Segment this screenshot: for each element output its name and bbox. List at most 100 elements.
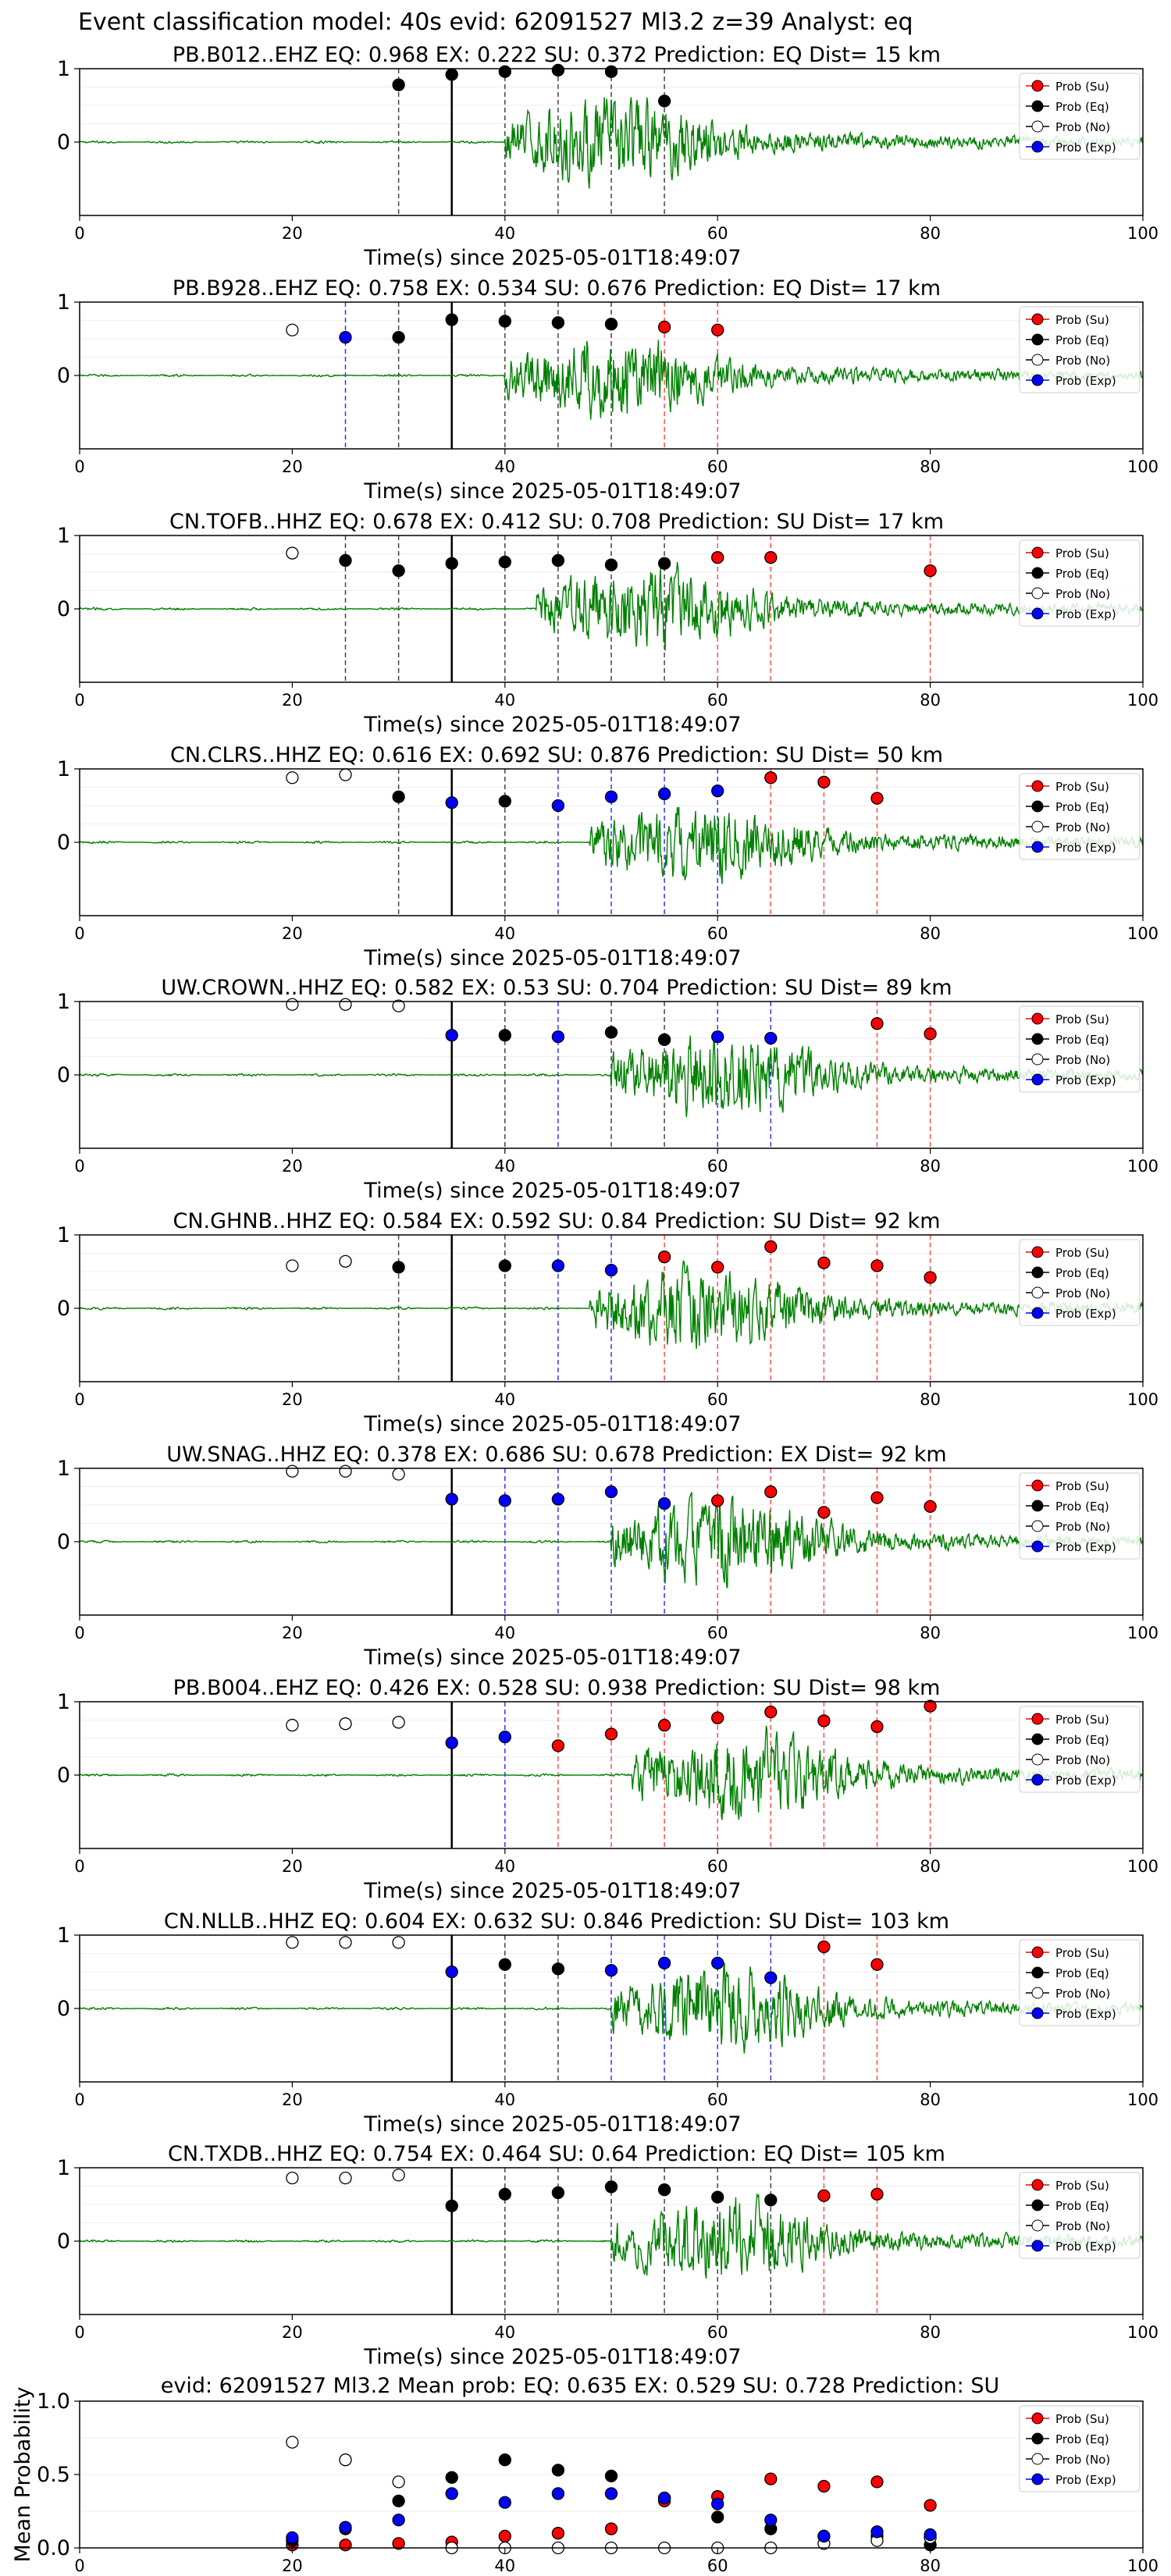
panel-title: CN.TXDB..HHZ EQ: 0.754 EX: 0.464 SU: 0.6… (168, 2142, 945, 2166)
y-tick-label: 1 (57, 1457, 70, 1481)
legend-marker-exp (1031, 607, 1044, 620)
legend-item-exp: Prob (Exp) (1026, 141, 1116, 155)
legend: Prob (Su) Prob (Eq) Prob (No) Prob (Exp) (1019, 306, 1141, 393)
y-tick-label: 1 (57, 524, 70, 548)
prob-point-exp (551, 799, 565, 813)
prob-point-exp (445, 1965, 458, 1979)
legend-item-no: Prob (No) (1026, 1286, 1110, 1300)
legend-item-exp: Prob (Exp) (1026, 841, 1116, 855)
y-tick-label: 1 (57, 290, 70, 315)
prob-point-eq (604, 1026, 618, 1039)
prob-point-exp (445, 1736, 458, 1749)
prob-point-no (392, 1936, 405, 1949)
y-tick-label: 0 (57, 1763, 70, 1788)
legend-marker-eq (1031, 2199, 1044, 2211)
prob-point-eq (392, 78, 405, 91)
x-tick-label: 100 (1127, 2323, 1159, 2342)
x-tick-label: 80 (920, 457, 941, 476)
legend-item-exp: Prob (Exp) (1026, 2240, 1116, 2254)
x-axis-label: Time(s) since 2025-05-01T18:49:07 (363, 1646, 741, 1670)
x-tick-label: 0 (74, 691, 84, 710)
legend-marker-no (1031, 2453, 1044, 2465)
legend-item-su: Prob (Su) (1026, 2179, 1109, 2193)
prob-point-eq (445, 557, 458, 570)
x-tick-label: 60 (707, 1390, 728, 1409)
legend-item-su: Prob (Su) (1026, 80, 1109, 94)
y-tick-label: 0 (57, 831, 70, 855)
legend-frame (1019, 773, 1141, 860)
station-panel-6: CN.GHNB..HHZ EQ: 0.584 EX: 0.592 SU: 0.8… (57, 1209, 1159, 1436)
legend-marker-su (1031, 2179, 1044, 2191)
legend: Prob (Su) Prob (Eq) Prob (No) Prob (Exp) (1019, 773, 1141, 860)
y-tick-label: 0 (57, 364, 70, 388)
prob-point-su (764, 1240, 778, 1254)
prob-point-no (392, 1716, 405, 1729)
prob-point-exp (711, 1956, 724, 1969)
x-tick-label: 20 (282, 1857, 303, 1876)
prob-point-exp (604, 1485, 618, 1499)
mean-point-eq (392, 2494, 405, 2507)
prob-point-exp (604, 790, 618, 803)
prob-point-eq (445, 313, 458, 326)
x-tick-label: 100 (1127, 1624, 1159, 1642)
prob-point-eq (604, 318, 618, 331)
prob-point-exp (657, 787, 671, 801)
waveform-trace (79, 97, 1144, 189)
legend-item-no: Prob (No) (1026, 587, 1110, 601)
legend-frame (1019, 1939, 1141, 2026)
x-tick-label: 80 (920, 1624, 941, 1642)
prob-point-eq (339, 553, 352, 568)
prob-point-exp (764, 1971, 778, 1984)
mean-point-exp (392, 2514, 405, 2527)
x-tick-label: 80 (920, 224, 941, 243)
panel-title: PB.B004..EHZ EQ: 0.426 EX: 0.528 SU: 0.9… (173, 1676, 941, 1700)
legend-label-su: Prob (Su) (1055, 313, 1109, 327)
y-tick-label: 0.0 (37, 2536, 70, 2560)
legend-marker-su (1031, 1246, 1044, 1258)
x-tick-label: 60 (707, 224, 728, 243)
prob-point-no (392, 2169, 405, 2182)
legend-frame (1019, 539, 1141, 627)
y-tick-label: 0 (57, 597, 70, 621)
legend-label-su: Prob (Su) (1055, 1246, 1109, 1260)
mean-point-exp (604, 2487, 618, 2500)
x-tick-label: 20 (282, 2556, 303, 2575)
x-axis-label: Time(s) since 2025-05-01T18:49:07 (363, 1879, 741, 1903)
x-tick-label: 60 (707, 691, 728, 710)
x-tick-label: 80 (920, 691, 941, 710)
legend-label-no: Prob (No) (1055, 120, 1110, 134)
waveform-trace (79, 1035, 1144, 1117)
legend-frame (1019, 1472, 1141, 1560)
prob-point-eq (551, 316, 565, 329)
legend-marker-su (1031, 1946, 1044, 1959)
legend-marker-no (1031, 820, 1044, 833)
legend-marker-no (1031, 2219, 1044, 2232)
prob-point-eq (551, 63, 565, 77)
legend-frame (1019, 1239, 1141, 1326)
prob-point-exp (498, 1730, 511, 1744)
x-tick-label: 60 (707, 457, 728, 476)
legend-marker-no (1031, 354, 1044, 366)
legend-item-no: Prob (No) (1026, 1520, 1110, 1534)
legend-marker-exp (1031, 374, 1044, 386)
panel-title: CN.GHNB..HHZ EQ: 0.584 EX: 0.592 SU: 0.8… (173, 1209, 940, 1233)
legend-label-eq: Prob (Eq) (1055, 100, 1109, 114)
legend-item-exp: Prob (Exp) (1026, 1307, 1116, 1321)
x-tick-label: 40 (494, 2090, 515, 2109)
legend-marker-exp (1031, 1073, 1044, 1086)
prob-point-no (286, 998, 299, 1011)
x-axis-label: Time(s) since 2025-05-01T18:49:07 (363, 479, 741, 503)
legend-item-exp: Prob (Exp) (1026, 1774, 1116, 1788)
x-axis-label: Time(s) since 2025-05-01T18:49:07 (363, 1412, 741, 1436)
legend-item-exp: Prob (Exp) (1026, 607, 1116, 621)
prob-point-exp (445, 1493, 458, 1506)
legend-item-exp: Prob (Exp) (1026, 2473, 1116, 2487)
legend-label-eq: Prob (Eq) (1055, 333, 1109, 347)
legend-label-exp: Prob (Exp) (1055, 141, 1116, 155)
mean-point-exp (657, 2491, 671, 2505)
legend-item-no: Prob (No) (1026, 1987, 1110, 2001)
legend-label-su: Prob (Su) (1055, 1479, 1109, 1493)
waveform-trace (79, 1962, 1144, 2054)
mean-point-su (870, 2475, 884, 2489)
legend-item-eq: Prob (Eq) (1026, 1033, 1109, 1047)
